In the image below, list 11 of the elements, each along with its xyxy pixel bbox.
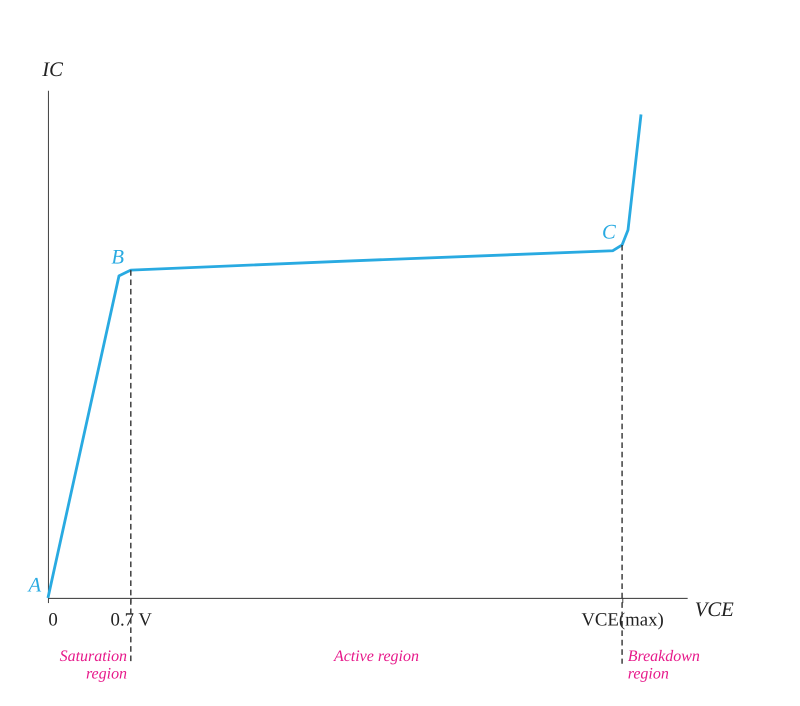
text: Saturation region [60,648,128,683]
annotation: A [26,574,42,596]
text: Breakdown region [628,648,700,683]
x-tick-label: 0.7 V [110,610,152,631]
x-tick-label: 0 [48,610,58,631]
x-tick-label: VCE(max) [581,610,664,631]
y-axis-title: IC [41,59,64,82]
x-axis-title: VCE [694,598,734,621]
annotation: C [602,221,616,244]
annotation: B [111,246,124,269]
text: Active region [332,648,419,665]
